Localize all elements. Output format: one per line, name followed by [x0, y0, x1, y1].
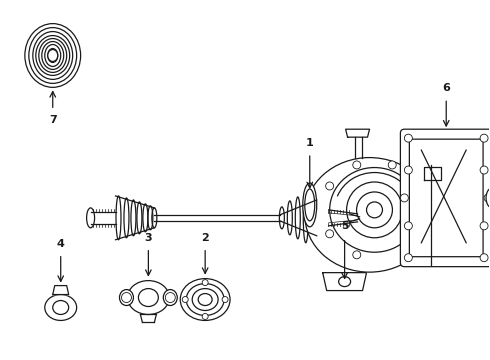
Ellipse shape: [53, 301, 69, 315]
Circle shape: [404, 243, 412, 251]
Circle shape: [326, 182, 334, 190]
Circle shape: [122, 293, 131, 302]
Ellipse shape: [87, 208, 95, 228]
Circle shape: [480, 222, 488, 230]
Ellipse shape: [358, 215, 361, 220]
Polygon shape: [424, 167, 441, 180]
Text: 2: 2: [201, 233, 209, 243]
Ellipse shape: [305, 158, 434, 272]
Text: 3: 3: [145, 233, 152, 243]
Ellipse shape: [48, 50, 58, 62]
Circle shape: [353, 161, 361, 169]
Circle shape: [222, 297, 228, 302]
Polygon shape: [323, 273, 367, 291]
Ellipse shape: [138, 289, 158, 306]
Circle shape: [416, 182, 423, 190]
Ellipse shape: [198, 293, 212, 306]
Ellipse shape: [305, 189, 315, 221]
Text: 5: 5: [341, 221, 348, 231]
Circle shape: [480, 254, 488, 262]
Ellipse shape: [192, 289, 218, 310]
Text: 7: 7: [49, 115, 57, 125]
Circle shape: [353, 251, 361, 259]
Polygon shape: [53, 285, 69, 294]
Circle shape: [202, 314, 208, 319]
Circle shape: [346, 182, 402, 238]
Text: 1: 1: [306, 138, 314, 148]
Ellipse shape: [180, 279, 230, 320]
Circle shape: [367, 202, 383, 218]
Circle shape: [421, 214, 430, 222]
Ellipse shape: [127, 280, 169, 315]
Text: 4: 4: [57, 239, 65, 249]
Circle shape: [388, 161, 396, 169]
Circle shape: [400, 194, 408, 202]
Circle shape: [480, 134, 488, 142]
Circle shape: [357, 192, 392, 228]
Ellipse shape: [486, 188, 490, 208]
Circle shape: [165, 293, 175, 302]
Ellipse shape: [186, 284, 224, 315]
Polygon shape: [345, 129, 369, 137]
Circle shape: [484, 194, 490, 202]
Circle shape: [404, 222, 413, 230]
Ellipse shape: [339, 276, 350, 287]
Ellipse shape: [45, 294, 76, 320]
Circle shape: [480, 166, 488, 174]
Circle shape: [404, 134, 413, 142]
Ellipse shape: [321, 193, 329, 243]
Circle shape: [404, 254, 413, 262]
Circle shape: [326, 230, 334, 238]
Ellipse shape: [120, 289, 133, 306]
Circle shape: [404, 166, 413, 174]
FancyBboxPatch shape: [400, 129, 490, 267]
Circle shape: [202, 280, 208, 285]
Ellipse shape: [163, 289, 177, 306]
Ellipse shape: [303, 183, 317, 227]
Text: 6: 6: [442, 84, 450, 93]
Circle shape: [182, 297, 188, 302]
